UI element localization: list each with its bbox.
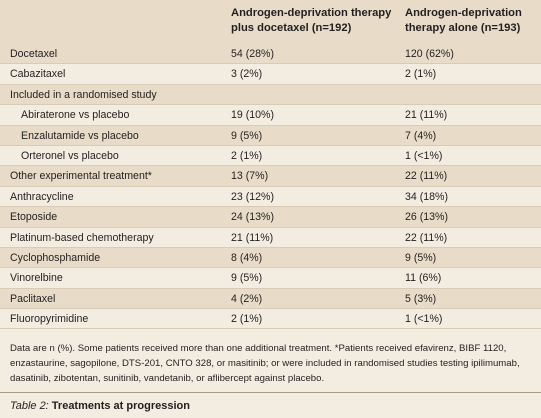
table-header: Androgen-deprivation therapy plus doceta… [0,0,541,44]
table-row: Orteronel vs placebo 2 (1%) 1 (<1%) [0,146,541,167]
cell-adt-alone: 22 (11%) [405,170,448,183]
table-row: Enzalutamide vs placebo 9 (5%) 7 (4%) [0,125,541,146]
row-label: Etoposide [10,211,58,224]
table-row: Anthracycline 23 (12%) 34 (18%) [0,187,541,208]
table-row: Docetaxel 54 (28%) 120 (62%) [0,44,541,65]
table-row: Cabazitaxel 3 (2%) 2 (1%) [0,64,541,85]
cell-adt-alone: 1 (<1%) [405,313,443,326]
cell-adt-alone: 2 (1%) [405,68,437,81]
cell-adt-plus-docetaxel: 2 (1%) [231,149,263,162]
row-label: Orteronel vs placebo [21,149,119,162]
row-label: Anthracycline [10,190,74,203]
caption-bar: Table 2: Treatments at progression [0,392,541,418]
table-footnote: Data are n (%). Some patients received m… [10,343,520,384]
caption-label: Table 2: [10,400,49,412]
cell-adt-plus-docetaxel: 54 (28%) [231,48,274,60]
cell-adt-alone: 9 (5%) [405,251,437,264]
table-row: Vinorelbine 9 (5%) 11 (6%) [0,268,541,289]
cell-adt-alone: 120 (62%) [405,48,454,60]
cell-adt-alone: 21 (11%) [405,109,448,122]
table-row: Included in a randomised study [0,84,541,106]
cell-adt-alone: 34 (18%) [405,190,448,203]
column-header-adt-alone: Androgen-deprivation therapy alone (n=19… [405,7,522,34]
table-caption: Table 2: Treatments at progression [10,400,190,412]
cell-adt-plus-docetaxel: 3 (2%) [231,68,263,81]
cell-adt-plus-docetaxel: 19 (10%) [231,109,274,122]
row-label: Paclitaxel [10,292,56,305]
row-label: Cabazitaxel [10,68,66,81]
row-label: Other experimental treatment* [10,170,152,183]
table-row: Other experimental treatment* 13 (7%) 22 (… [0,166,541,187]
row-label: Cyclophosphamide [10,251,101,264]
table-body: Docetaxel 54 (28%) 120 (62%) Cabazitaxel 3 (… [0,44,541,330]
cell-adt-alone: 22 (11%) [405,231,448,244]
table-row: Fluoropyrimidine 2 (1%) 1 (<1%) [0,309,541,330]
cell-adt-alone: 5 (3%) [405,292,437,305]
table-row: Abiraterone vs placebo 19 (10%) 21 (11%) [0,105,541,126]
cell-adt-plus-docetaxel: 23 (12%) [231,190,274,203]
row-label: Docetaxel [10,48,58,60]
cell-adt-plus-docetaxel: 9 (5%) [231,272,263,285]
cell-adt-plus-docetaxel: 21 (11%) [231,231,274,244]
cell-adt-plus-docetaxel: 8 (4%) [231,251,263,264]
caption-text: Treatments at progression [48,400,190,412]
row-label: Fluoropyrimidine [10,313,89,326]
cell-adt-plus-docetaxel: 13 (7%) [231,170,269,183]
cell-adt-plus-docetaxel: 4 (2%) [231,292,263,305]
cell-adt-alone: 7 (4%) [405,129,437,142]
row-label: Included in a randomised study [10,88,157,101]
row-label: Enzalutamide vs placebo [21,129,139,142]
table-row: Etoposide 24 (13%) 26 (13%) [0,207,541,228]
table-row: Paclitaxel 4 (2%) 5 (3%) [0,288,541,310]
cell-adt-alone: 26 (13%) [405,211,448,224]
row-label: Abiraterone vs placebo [21,109,130,122]
column-header-adt-plus-docetaxel: Androgen-deprivation therapy plus doceta… [231,7,392,34]
cell-adt-alone: 11 (6%) [405,272,442,285]
table-row: Platinum-based chemotherapy 21 (11%) 22 (1… [0,228,541,248]
row-label: Platinum-based chemotherapy [10,231,154,244]
cell-adt-plus-docetaxel: 9 (5%) [231,129,263,142]
table-row: Cyclophosphamide 8 (4%) 9 (5%) [0,247,541,269]
cell-adt-plus-docetaxel: 24 (13%) [231,211,274,224]
cell-adt-alone: 1 (<1%) [405,149,443,162]
row-label: Vinorelbine [10,272,63,285]
cell-adt-plus-docetaxel: 2 (1%) [231,313,263,326]
